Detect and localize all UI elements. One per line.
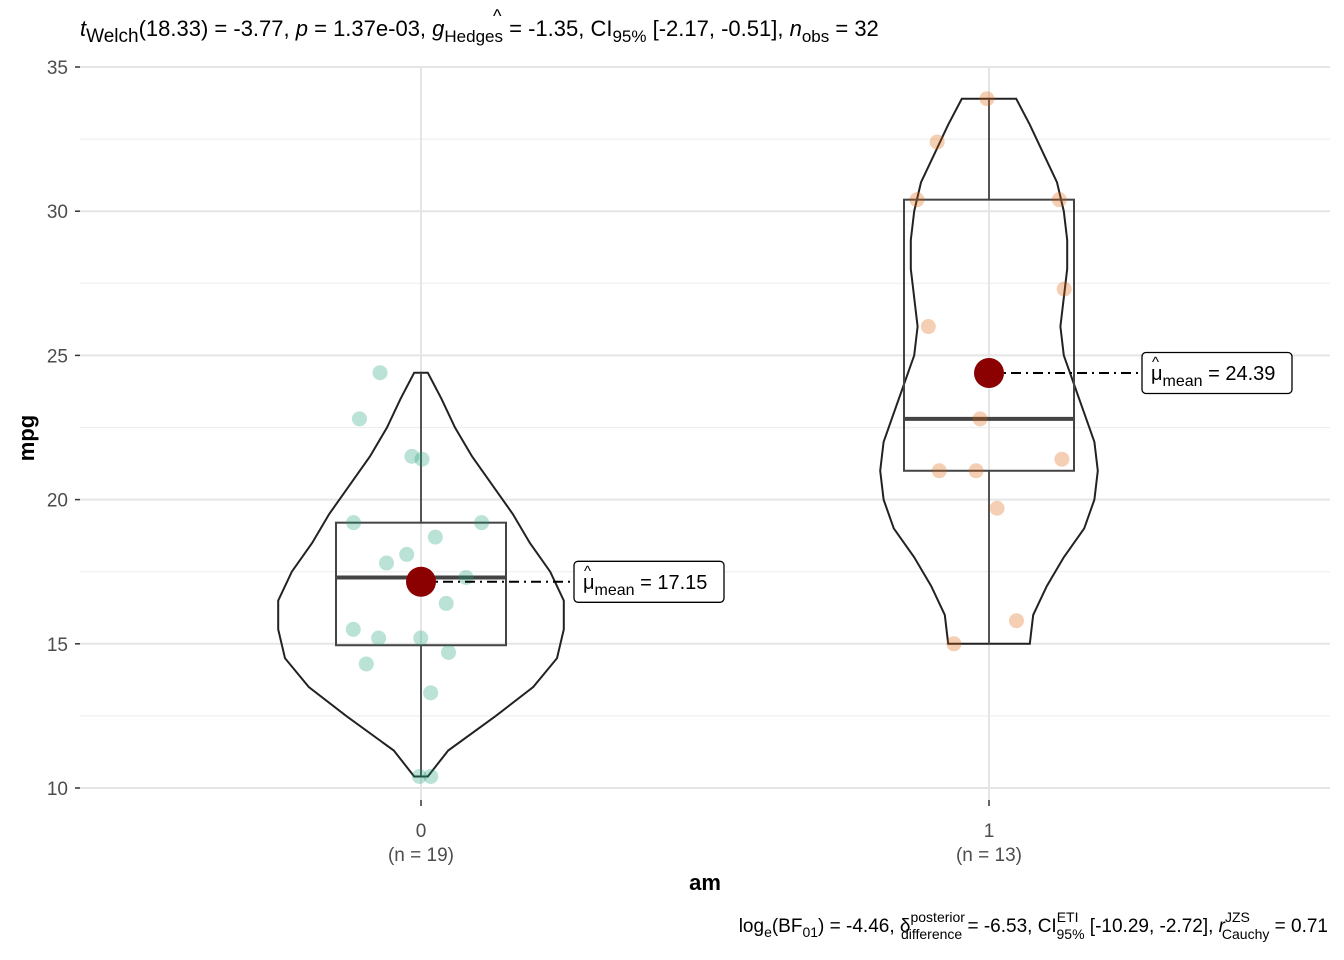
y-axis: 10 15 20 25 30 35 xyxy=(47,58,80,800)
y-tick-label: 15 xyxy=(47,635,68,656)
mean-label: μmean = 24.39 xyxy=(1151,363,1275,390)
data-point xyxy=(379,555,395,571)
data-point xyxy=(423,768,439,784)
g-value: = -1.35, CI xyxy=(503,16,612,41)
p-symbol: p xyxy=(295,16,308,41)
n-subscript: obs xyxy=(802,27,829,46)
group-0: μmean = 17.15^ xyxy=(277,365,725,784)
data-point xyxy=(968,463,984,479)
data-point xyxy=(979,91,995,107)
violin xyxy=(879,97,1099,645)
x-tick-label: 1 xyxy=(984,821,995,842)
x-axis-title: am xyxy=(689,870,721,895)
n-symbol: n xyxy=(790,16,802,41)
data-point xyxy=(931,463,947,479)
data-point xyxy=(929,134,945,150)
bf-value: ) = -4.46, xyxy=(818,916,900,937)
y-axis-title: mpg xyxy=(14,415,39,461)
x-tick-count: (n = 13) xyxy=(956,845,1022,866)
g-subscript: Hedges xyxy=(444,27,503,46)
y-tick-label: 10 xyxy=(47,779,68,800)
bf-text: (BF xyxy=(772,916,803,937)
violin xyxy=(277,371,565,778)
data-point xyxy=(345,621,361,637)
data-point xyxy=(423,685,439,701)
data-point xyxy=(920,319,936,335)
t-subscript: Welch xyxy=(86,26,138,47)
data-point xyxy=(1054,451,1070,467)
hat-symbol: ^ xyxy=(493,6,502,26)
ci-subscript: 95% xyxy=(1057,926,1085,942)
data-point xyxy=(404,448,420,464)
log-subscript: e xyxy=(764,924,772,940)
data-point xyxy=(972,411,988,427)
delta-value: = -6.53, CI xyxy=(962,916,1057,937)
mean-point xyxy=(406,566,436,597)
r-superscript: JZS xyxy=(1225,909,1250,925)
data-point xyxy=(413,630,429,646)
x-tick-label: 0 xyxy=(416,821,427,842)
t-statistic: = -3.77, xyxy=(208,16,295,41)
data-point xyxy=(474,515,490,531)
data-point xyxy=(1056,281,1072,297)
r-value: = 0.71 xyxy=(1269,916,1328,937)
data-point xyxy=(1008,613,1024,629)
ci-subscript: 95% xyxy=(612,27,646,46)
box xyxy=(335,521,507,647)
y-tick-label: 30 xyxy=(47,202,68,223)
df: (18.33) xyxy=(139,16,209,41)
data-point xyxy=(371,630,387,646)
p-value: = 1.37e-03, xyxy=(308,16,432,41)
data-point xyxy=(989,500,1005,516)
data-point xyxy=(441,644,457,660)
mean-label-box xyxy=(1141,351,1293,395)
data-point xyxy=(427,529,443,545)
g-symbol: g xyxy=(432,16,445,41)
data-point xyxy=(946,636,962,652)
group-1: μmean = 24.39^ xyxy=(879,91,1293,652)
y-tick-label: 20 xyxy=(47,491,68,512)
log-text: log xyxy=(739,916,764,937)
data-point xyxy=(351,411,367,427)
mean-label: μmean = 17.15 xyxy=(583,572,707,599)
mean-label-box xyxy=(573,560,725,603)
delta-subscript: difference xyxy=(901,926,962,942)
bf-subscript: 01 xyxy=(802,924,818,940)
y-tick-label: 35 xyxy=(47,58,68,79)
r-symbol: r xyxy=(1219,916,1226,937)
data-point xyxy=(414,451,430,467)
data-point xyxy=(438,595,454,611)
data-point xyxy=(1051,192,1067,208)
plot-area: μmean = 17.15^μmean = 24.39^ xyxy=(277,91,1293,784)
caption-bayes: loge(BF01) = -4.46, δposterior difference… xyxy=(739,909,1328,942)
data-point xyxy=(372,365,388,381)
x-tick-count: (n = 19) xyxy=(388,845,454,866)
x-axis: 0 (n = 19) 1 (n = 13) xyxy=(388,800,1022,866)
ci-value: [-2.17, -0.51], xyxy=(647,16,790,41)
mean-point xyxy=(974,357,1004,388)
ci-value: [-10.29, -2.72], xyxy=(1085,916,1219,937)
data-point xyxy=(399,546,415,562)
subtitle-stats: tWelch(18.33) = -3.77, p = 1.37e-03, gHe… xyxy=(80,16,879,47)
n-value: = 32 xyxy=(829,16,879,41)
data-point xyxy=(346,515,362,531)
grid xyxy=(80,66,1330,800)
mean-hat: ^ xyxy=(584,563,591,580)
data-point xyxy=(909,192,925,208)
mean-hat: ^ xyxy=(1152,354,1159,371)
data-point xyxy=(411,768,427,784)
ci-superscript: ETI xyxy=(1057,909,1079,925)
y-tick-label: 25 xyxy=(47,346,68,367)
t-symbol: t xyxy=(80,16,87,41)
delta-superscript: posterior xyxy=(910,909,965,925)
delta-symbol: δ xyxy=(900,916,911,937)
data-point xyxy=(358,656,374,672)
box xyxy=(903,198,1075,472)
r-subscript: Cauchy xyxy=(1222,926,1269,942)
